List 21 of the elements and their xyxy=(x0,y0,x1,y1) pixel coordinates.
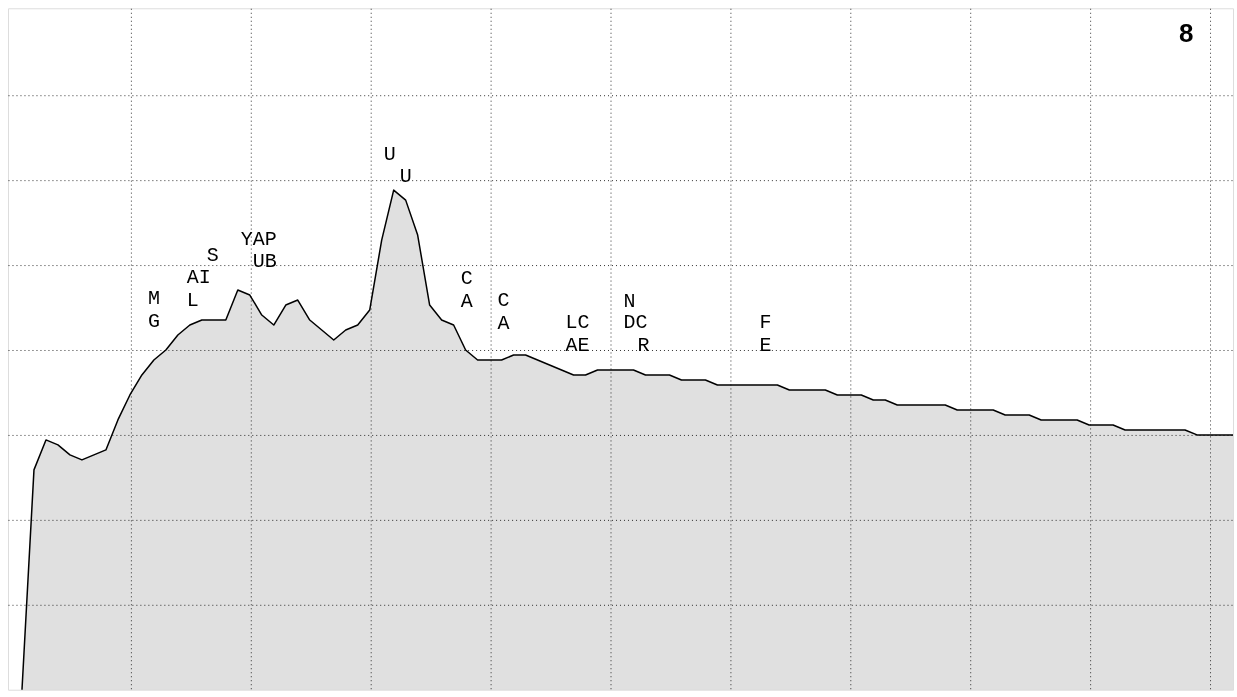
annotation: N xyxy=(623,290,636,314)
annotation: LC xyxy=(565,311,590,335)
annotation: DC xyxy=(623,311,648,335)
text: U xyxy=(383,143,396,167)
annotation: M xyxy=(147,287,160,311)
annotation: R xyxy=(637,334,650,357)
annotation: AI xyxy=(186,266,211,290)
annotation: E xyxy=(759,334,772,357)
annotation: A xyxy=(497,312,510,336)
annotation: A xyxy=(460,290,473,314)
text: U xyxy=(399,165,412,189)
annotation: L xyxy=(186,289,199,313)
annotation: C xyxy=(497,289,510,313)
annotation: C xyxy=(460,267,473,291)
annotation: F xyxy=(759,311,772,335)
annotation: G xyxy=(147,310,160,334)
annotation: AE xyxy=(565,334,590,357)
annotation: UB xyxy=(252,250,277,274)
annotation: S xyxy=(206,244,219,268)
text: 8 xyxy=(1179,18,1194,49)
annotation: YAP xyxy=(240,228,277,252)
